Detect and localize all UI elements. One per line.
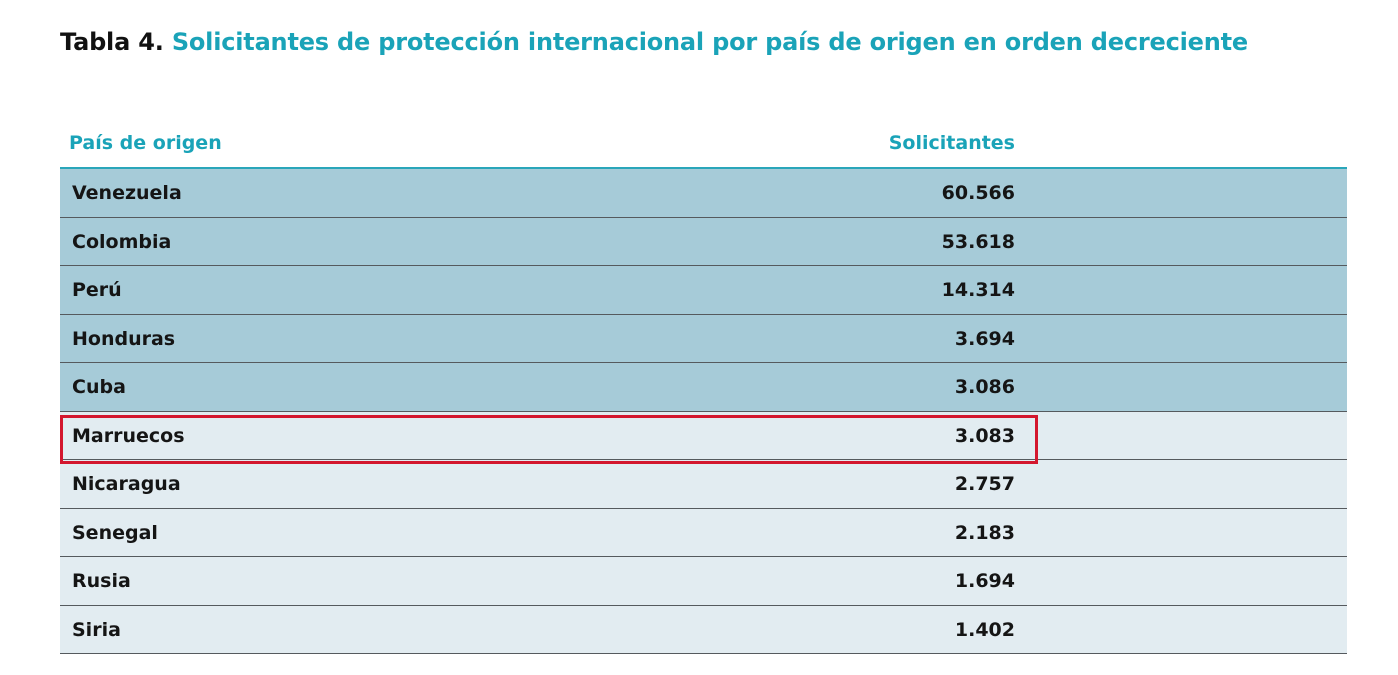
table-header: País de origen Solicitantes xyxy=(60,120,1347,169)
table-row: Nicaragua 2.757 xyxy=(60,460,1347,509)
country-cell: Colombia xyxy=(72,230,172,253)
applicants-cell: 3.083 xyxy=(954,424,1015,447)
country-cell: Perú xyxy=(72,279,122,301)
applicants-cell: 3.086 xyxy=(954,376,1015,398)
applicants-cell: 14.314 xyxy=(941,279,1015,301)
table-row: Senegal 2.183 xyxy=(60,508,1347,557)
applicants-cell: 1.402 xyxy=(954,618,1015,641)
table-row: Venezuela 60.566 xyxy=(60,169,1347,218)
country-cell: Venezuela xyxy=(72,182,182,204)
applicants-cell: 2.183 xyxy=(954,521,1015,544)
country-cell: Honduras xyxy=(72,327,176,350)
table-row: Cuba 3.086 xyxy=(60,363,1347,412)
table-number: Tabla 4. xyxy=(60,28,164,56)
country-cell: Senegal xyxy=(72,521,158,544)
table-row: Honduras 3.694 xyxy=(60,314,1347,363)
header-country: País de origen xyxy=(69,132,222,154)
table-caption: Solicitantes de protección internacional… xyxy=(171,28,1248,56)
table-row: Colombia 53.618 xyxy=(60,217,1347,266)
applicants-cell: 2.757 xyxy=(954,473,1015,495)
country-cell: Rusia xyxy=(72,570,131,592)
table-row: Siria 1.402 xyxy=(60,605,1347,654)
country-cell: Marruecos xyxy=(72,424,185,447)
table-row: Rusia 1.694 xyxy=(60,557,1347,606)
country-cell: Siria xyxy=(72,618,121,641)
applicants-cell: 53.618 xyxy=(941,230,1015,253)
data-table: País de origen Solicitantes Venezuela 60… xyxy=(60,120,1347,654)
table-row: Perú 14.314 xyxy=(60,266,1347,315)
country-cell: Cuba xyxy=(72,376,126,398)
applicants-cell: 3.694 xyxy=(954,327,1015,350)
header-applicants: Solicitantes xyxy=(888,132,1015,154)
applicants-cell: 60.566 xyxy=(941,182,1015,204)
applicants-cell: 1.694 xyxy=(954,570,1015,592)
table-title: Tabla 4. Solicitantes de protección inte… xyxy=(60,28,1360,56)
table-row-highlighted: Marruecos 3.083 xyxy=(60,411,1347,460)
country-cell: Nicaragua xyxy=(72,473,181,495)
